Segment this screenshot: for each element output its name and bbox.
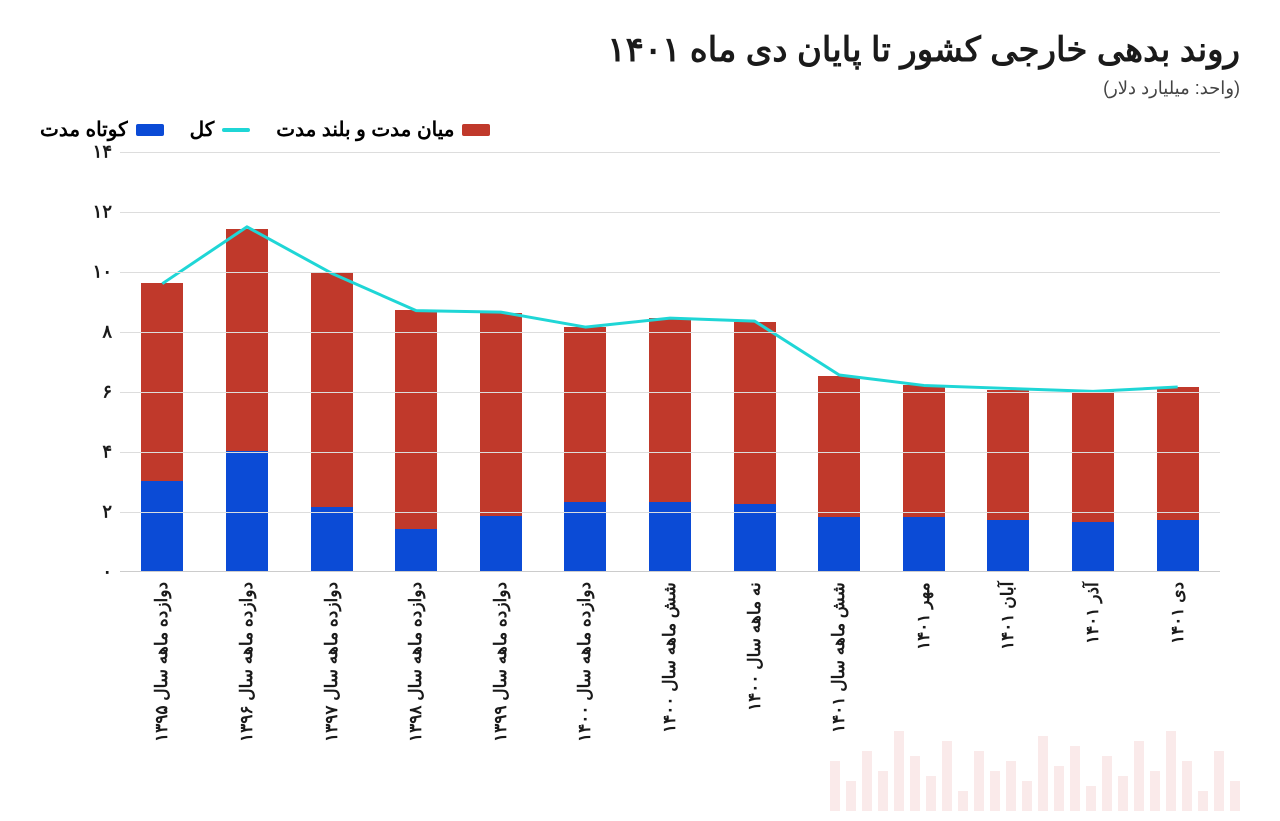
bar-group [987,152,1029,571]
y-tick-label: ۱۰ [74,262,112,283]
legend-item-total: کل [190,117,251,142]
grid-line [120,392,1220,393]
y-tick-label: ۱۴ [74,142,112,163]
bar-group [141,152,183,571]
chart-title: روند بدهی خارجی کشور تا پایان دی ماه ۱۴۰… [40,30,1240,70]
chart-area: ۰۲۴۶۸۱۰۱۲۱۴ دوازده ماهه سال ۱۳۹۵دوازده م… [40,152,1240,732]
x-tick-label: نه ماهه سال ۱۴۰۰ [745,582,765,742]
bar-segment-long-mid [311,273,353,507]
bar-group [903,152,945,571]
x-tick-label: دوازده ماهه سال ۱۳۹۹ [491,582,511,742]
bar-segment-long-mid [1072,391,1114,522]
bar-segment-long-mid [818,376,860,517]
grid-line [120,332,1220,333]
grid-line [120,152,1220,153]
chart-subtitle: (واحد: میلیارد دلار) [40,78,1240,99]
bar-group [564,152,606,571]
bar-segment-short [226,451,268,571]
bar-segment-long-mid [1157,387,1199,521]
bar-segment-short [734,504,776,572]
legend-item-long-mid: میان مدت و بلند مدت [276,117,490,142]
x-tick-label: دوازده ماهه سال ۱۳۹۸ [406,582,426,742]
bar-segment-long-mid [226,229,268,451]
legend-swatch-long-mid [462,124,490,136]
x-tick-label: دوازده ماهه سال ۱۳۹۶ [237,582,257,742]
bar-segment-short [1157,520,1199,571]
bar-segment-short [395,529,437,571]
legend-swatch-total [222,128,250,132]
bar-segment-long-mid [903,385,945,517]
bar-segment-short [141,481,183,571]
bar-group [818,152,860,571]
bar-segment-long-mid [649,318,691,503]
bar-group [226,152,268,571]
legend-swatch-short [136,124,164,136]
bar-segment-short [987,520,1029,571]
bar-segment-short [1072,522,1114,572]
y-tick-label: ۲ [74,502,112,523]
x-tick-label: دوازده ماهه سال ۱۳۹۵ [152,582,172,742]
bar-group [311,152,353,571]
x-tick-label: آذر ۱۴۰۱ [1083,582,1103,742]
bar-segment-short [903,517,945,571]
grid-line [120,452,1220,453]
grid-line [120,512,1220,513]
legend-label-short: کوتاه مدت [40,117,128,142]
legend: میان مدت و بلند مدت کل کوتاه مدت [40,117,1240,142]
legend-label-total: کل [190,117,215,142]
bar-segment-short [311,507,353,572]
legend-label-long-mid: میان مدت و بلند مدت [276,117,454,142]
grid-line [120,212,1220,213]
bar-group [480,152,522,571]
bar-group [1072,152,1114,571]
x-tick-label: آبان ۱۴۰۱ [998,582,1018,742]
x-tick-label: دوازده ماهه سال ۱۳۹۷ [322,582,342,742]
x-tick-label: شش ماهه سال ۱۴۰۱ [829,582,849,742]
bar-segment-long-mid [987,390,1029,521]
bar-segment-long-mid [564,327,606,503]
bar-segment-long-mid [395,310,437,529]
bar-group [1157,152,1199,571]
x-axis-labels: دوازده ماهه سال ۱۳۹۵ دوازده ماهه سال ۱۳۹۶… [120,582,1220,742]
y-tick-label: ۶ [74,382,112,403]
bar-group [734,152,776,571]
bar-segment-long-mid [480,313,522,516]
bar-group [649,152,691,571]
plot-area: ۰۲۴۶۸۱۰۱۲۱۴ [120,152,1220,572]
bar-segment-short [818,517,860,571]
y-tick-label: ۰ [74,562,112,583]
x-tick-label: شش ماهه سال ۱۴۰۰ [660,582,680,742]
legend-item-short: کوتاه مدت [40,117,164,142]
grid-line [120,272,1220,273]
y-tick-label: ۱۲ [74,202,112,223]
bar-segment-short [480,516,522,572]
bar-group [395,152,437,571]
x-tick-label: مهر ۱۴۰۱ [914,582,934,742]
bars-container [120,152,1220,571]
y-tick-label: ۸ [74,322,112,343]
y-tick-label: ۴ [74,442,112,463]
bar-segment-long-mid [734,322,776,504]
x-tick-label: دوازده ماهه سال ۱۴۰۰ [575,582,595,742]
x-tick-label: دی ۱۴۰۱ [1168,582,1188,742]
